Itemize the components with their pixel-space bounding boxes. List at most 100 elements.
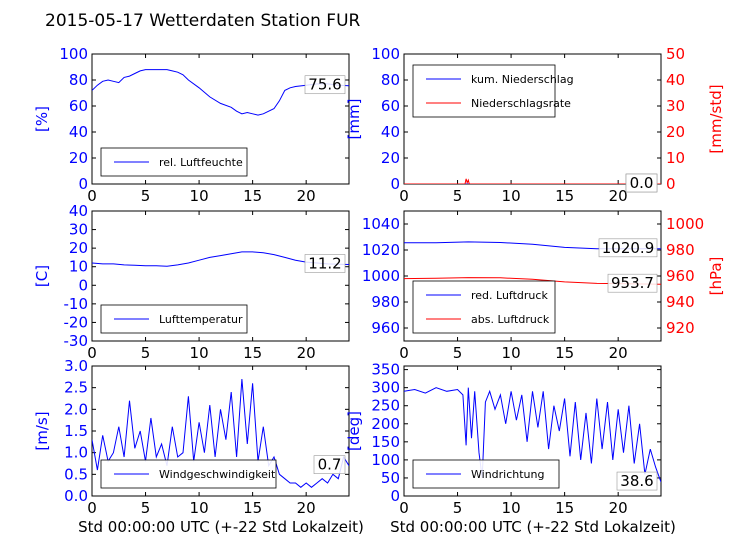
y-right-tick-label: 1000 bbox=[666, 215, 704, 233]
x-axis-label-right: Std 00:00:00 UTC (+-22 Std Lokalzeit) bbox=[390, 518, 676, 536]
x-tick-label: 15 bbox=[555, 187, 574, 205]
x-tick-label: 15 bbox=[243, 187, 262, 205]
x-tick-label: 0 bbox=[87, 344, 97, 362]
y-tick-label: 0 bbox=[390, 175, 400, 193]
y-right-tick-label: 20 bbox=[666, 123, 685, 141]
y-right-tick-label: 0 bbox=[666, 175, 676, 193]
value-annotation-box bbox=[598, 238, 658, 258]
y-tick-label: 80 bbox=[69, 71, 88, 89]
y-tick-label: 50 bbox=[381, 469, 400, 487]
series-line-niederschlagsrate bbox=[404, 178, 661, 184]
x-tick-label: 15 bbox=[555, 344, 574, 362]
x-tick-label: 5 bbox=[141, 187, 151, 205]
legend-label: rel. Luftfeuchte bbox=[159, 156, 243, 169]
y-tick-label: 30 bbox=[69, 221, 88, 239]
x-tick-label: 15 bbox=[243, 499, 262, 517]
y-tick-label: 960 bbox=[371, 319, 400, 337]
legend-label: red. Luftdruck bbox=[471, 289, 548, 302]
x-tick-label: 10 bbox=[502, 344, 521, 362]
series-line-rel-luftfeuchte bbox=[92, 69, 349, 116]
y-axis-label: [deg] bbox=[345, 411, 363, 451]
value-annotation-box bbox=[607, 273, 658, 293]
y-right-tick-label: 50 bbox=[666, 45, 685, 63]
y-tick-label: 10 bbox=[69, 258, 88, 276]
y-tick-label: 350 bbox=[371, 361, 400, 379]
legend-box bbox=[412, 64, 556, 118]
value-annotation: 0.7 bbox=[318, 456, 342, 474]
value-annotation: 0.0 bbox=[630, 174, 654, 192]
y-tick-label: 300 bbox=[371, 379, 400, 397]
y-tick-label: 1.0 bbox=[64, 444, 88, 462]
y-axis-label: [C] bbox=[33, 265, 51, 287]
legend-label: Niederschlagsrate bbox=[471, 97, 571, 110]
x-tick-label: 5 bbox=[453, 499, 463, 517]
x-tick-label: 5 bbox=[453, 187, 463, 205]
value-annotation: 1020.9 bbox=[602, 239, 655, 257]
y-tick-label: 80 bbox=[381, 71, 400, 89]
panel-pressure: 0 5 10 15 20 960 980 1000 1020 1040 920 940 960 980 10… bbox=[362, 210, 725, 362]
y-tick-label: 100 bbox=[371, 45, 400, 63]
x-tick-label: 10 bbox=[190, 187, 209, 205]
y-tick-label: 980 bbox=[371, 293, 400, 311]
y-axis-label: [%] bbox=[33, 106, 51, 132]
y-tick-label: 100 bbox=[59, 45, 88, 63]
legend-label: abs. Luftdruck bbox=[471, 313, 550, 326]
series-line-windgeschwindigkeit bbox=[92, 378, 349, 488]
y-right-tick-label: 40 bbox=[666, 71, 685, 89]
y-tick-label: 0 bbox=[78, 276, 88, 294]
y-tick-label: 0.5 bbox=[64, 465, 88, 483]
panel-humidity: 0 5 10 15 20 0 20 40 60 80 100 [%] rel. Luftfeuchte 7… bbox=[33, 45, 350, 205]
x-tick-label: 10 bbox=[502, 499, 521, 517]
x-tick-label: 5 bbox=[141, 499, 151, 517]
y-tick-label: 3.0 bbox=[64, 357, 88, 375]
x-tick-label: 0 bbox=[399, 187, 409, 205]
y-right-tick-label: 940 bbox=[666, 293, 695, 311]
y-tick-label: 150 bbox=[371, 433, 400, 451]
y-right-tick-label: 960 bbox=[666, 267, 695, 285]
y-right-tick-label: 30 bbox=[666, 97, 685, 115]
y-right-tick-label: 10 bbox=[666, 149, 685, 167]
plot-frame bbox=[403, 365, 662, 497]
legend-label: Windrichtung bbox=[471, 468, 544, 481]
value-annotation: 11.2 bbox=[308, 254, 341, 272]
y-tick-label: 60 bbox=[381, 97, 400, 115]
series-line-windrichtung bbox=[404, 387, 661, 483]
x-tick-label: 20 bbox=[609, 187, 628, 205]
panel-windspeed: 0 5 10 15 20 0.0 0.5 1.0 1.5 2.0 2.5 3.0 [m/s] Windge… bbox=[33, 357, 350, 517]
value-annotation-box bbox=[625, 173, 658, 193]
y-tick-label: 20 bbox=[69, 239, 88, 257]
y-tick-label: 40 bbox=[69, 202, 88, 220]
panel-temperature: 0 5 10 15 20-30-20-10010203040[C]Lufttempera… bbox=[33, 202, 350, 362]
figure-title: 2015-05-17 Wetterdaten Station FUR bbox=[45, 11, 361, 31]
y-axis-label: [mm] bbox=[345, 99, 363, 140]
y-tick-label: 60 bbox=[69, 97, 88, 115]
y-tick-label: 0.0 bbox=[64, 487, 88, 505]
y-tick-label: -30 bbox=[64, 332, 89, 350]
y-tick-label: 0 bbox=[390, 487, 400, 505]
y-right-tick-label: 980 bbox=[666, 241, 695, 259]
legend-box bbox=[412, 280, 556, 334]
y-right-axis-label: [mm/std] bbox=[707, 84, 725, 153]
x-axis-label-left: Std 00:00:00 UTC (+-22 Std Lokalzeit) bbox=[78, 518, 364, 536]
y-tick-label: 1040 bbox=[362, 215, 400, 233]
y-tick-label: 200 bbox=[371, 415, 400, 433]
x-tick-label: 5 bbox=[453, 344, 463, 362]
y-tick-label: 20 bbox=[381, 149, 400, 167]
x-tick-label: 20 bbox=[297, 187, 316, 205]
y-tick-label: 1.5 bbox=[64, 422, 88, 440]
panel-precipitation: 0 5 10 15 20 0 20 40 60 80 100 0 10 20 30 40 50 [mm] [mm/s… bbox=[345, 45, 725, 205]
x-tick-label: 0 bbox=[87, 499, 97, 517]
value-annotation-box bbox=[304, 254, 346, 273]
x-tick-label: 0 bbox=[399, 499, 409, 517]
y-axis-label: [m/s] bbox=[33, 411, 51, 450]
y-tick-label: 1020 bbox=[362, 241, 400, 259]
legend-label: Windgeschwindigkeit bbox=[159, 468, 276, 481]
y-right-tick-label: 920 bbox=[666, 319, 695, 337]
legend-label: kum. Niederschlag bbox=[471, 73, 574, 86]
value-annotation-box bbox=[304, 75, 346, 95]
x-tick-label: 10 bbox=[190, 344, 209, 362]
value-annotation-box bbox=[616, 471, 658, 491]
y-tick-label: 2.0 bbox=[64, 400, 88, 418]
legend-label: Lufttemperatur bbox=[159, 313, 243, 326]
